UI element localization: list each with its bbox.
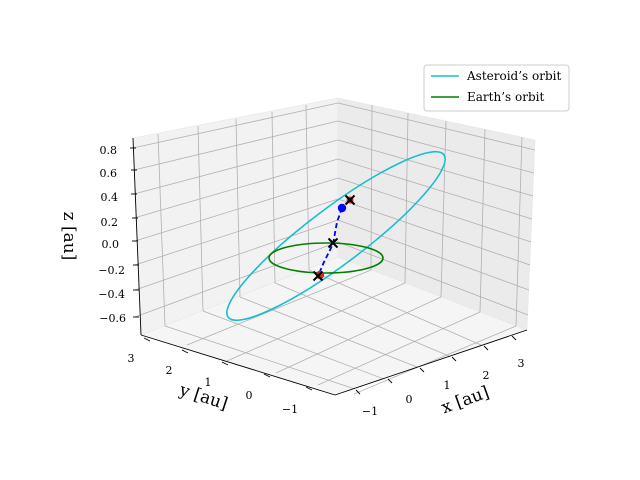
y-tick-label: −1 bbox=[282, 403, 298, 416]
z-tick-label: −0.4 bbox=[98, 288, 125, 301]
x-tick-label: 3 bbox=[518, 357, 525, 370]
x-tick-label: 1 bbox=[444, 379, 451, 392]
y-axis-line bbox=[140, 334, 336, 396]
legend-label-asteroid: Asteroid’s orbit bbox=[466, 69, 561, 83]
x-tick-label: 2 bbox=[483, 369, 490, 382]
z-tick-label: 0.4 bbox=[101, 191, 119, 204]
x-marker-top bbox=[344, 194, 356, 206]
y-tick-label: 0 bbox=[246, 389, 253, 402]
z-tick-label: −0.6 bbox=[99, 312, 126, 325]
y-tick-labels: 3 2 1 0 −1 bbox=[128, 352, 299, 416]
y-axis-label: y [au] bbox=[176, 380, 230, 415]
x-marker-center bbox=[327, 237, 339, 249]
z-tick-labels: −0.6 −0.4 −0.2 0.0 0.2 0.4 0.6 0.8 bbox=[98, 144, 126, 325]
legend-label-earth: Earth’s orbit bbox=[467, 90, 544, 104]
z-axis-label: z [au] bbox=[59, 212, 79, 261]
legend: Asteroid’s orbit Earth’s orbit bbox=[423, 64, 570, 112]
legend-box bbox=[423, 64, 570, 112]
tick-marks bbox=[130, 147, 517, 395]
x-marker-bottom bbox=[312, 270, 324, 282]
z-tick-label: 0.0 bbox=[102, 238, 120, 251]
blue-dot-marker bbox=[337, 203, 347, 213]
z-tick-label: 0.2 bbox=[101, 216, 119, 229]
x-tick-label: −1 bbox=[362, 405, 378, 418]
z-tick-label: 0.8 bbox=[100, 144, 118, 157]
z-tick-label: 0.6 bbox=[100, 167, 118, 180]
x-tick-labels: −1 0 1 2 3 bbox=[362, 357, 525, 418]
axis-lines bbox=[132, 137, 528, 396]
x-axis-line bbox=[334, 329, 528, 396]
y-tick-label: 1 bbox=[205, 376, 212, 389]
transfer-path-line bbox=[317, 207, 343, 277]
asteroid-orbit-line bbox=[226, 150, 446, 322]
grid-lines bbox=[132, 102, 536, 395]
markers bbox=[312, 194, 356, 282]
x-tick-label: 0 bbox=[406, 393, 413, 406]
y-tick-label: 3 bbox=[128, 352, 135, 365]
earth-orbit-line bbox=[268, 242, 384, 274]
z-tick-label: −0.2 bbox=[98, 264, 125, 277]
y-tick-label: 2 bbox=[166, 364, 173, 377]
z-axis-line bbox=[132, 137, 142, 336]
